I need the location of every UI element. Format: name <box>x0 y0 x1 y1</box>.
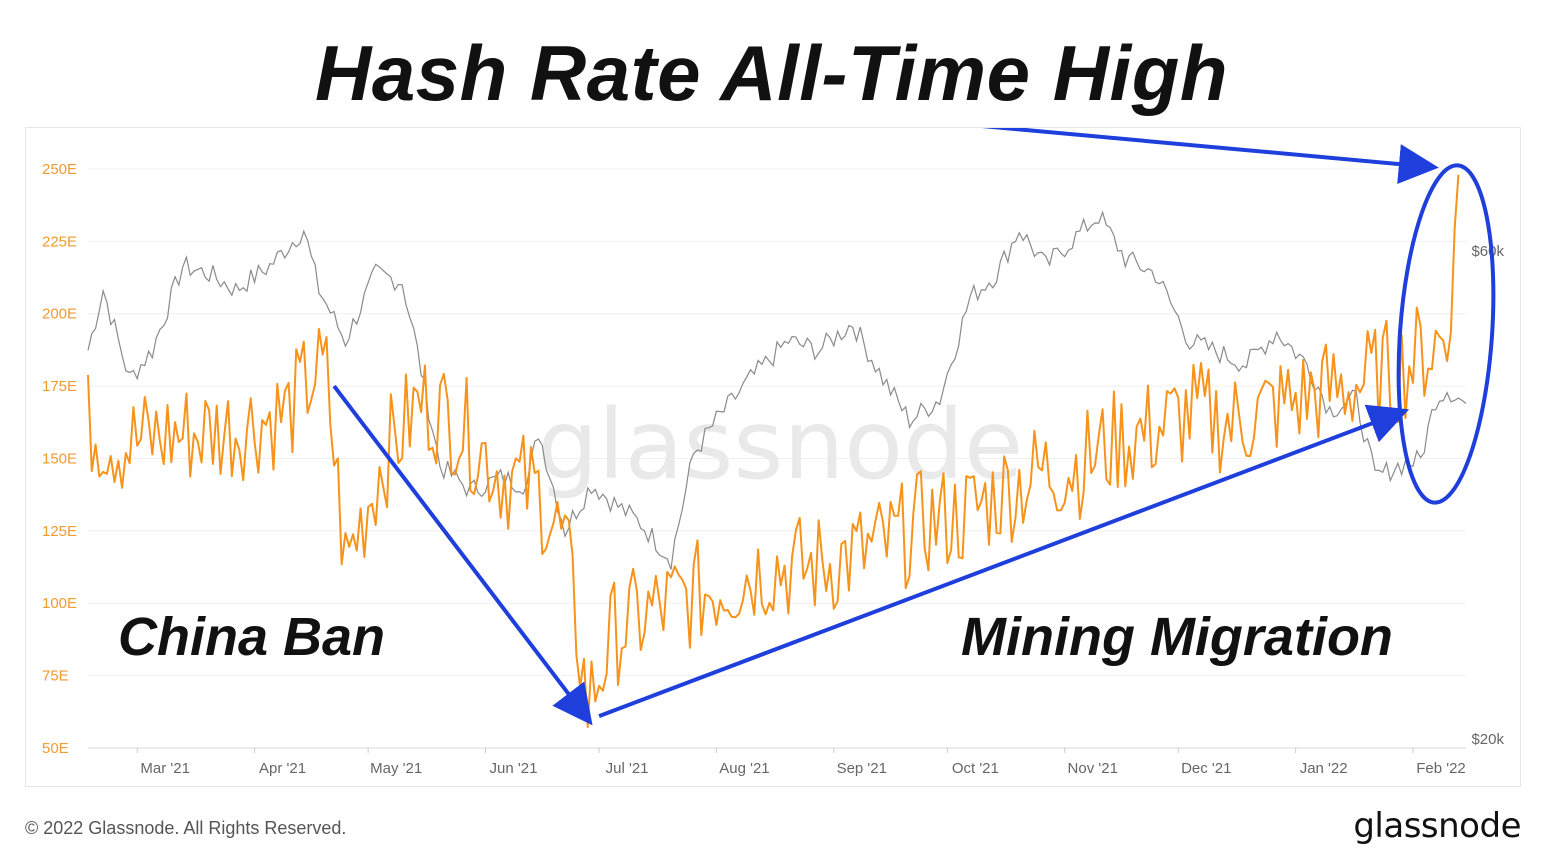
x-tick-label: May '21 <box>370 760 422 777</box>
copyright-text: © 2022 Glassnode. All Rights Reserved. <box>25 818 347 838</box>
y-left-tick-label: 250E <box>42 161 77 178</box>
series-layer <box>87 174 1467 729</box>
x-tick-label: Oct '21 <box>952 760 999 777</box>
y-left-tick-label: 175E <box>42 378 77 395</box>
china-ban-arrow <box>332 384 593 726</box>
annotation-layer: China Ban Mining Migration <box>118 128 1496 726</box>
y-right-tick-label: $20k <box>1471 731 1504 748</box>
y-left-tick-label: 200E <box>42 306 77 323</box>
all-time-high-arrow <box>981 128 1439 184</box>
price-series-line <box>87 210 1467 570</box>
hash-rate-series-line <box>87 174 1460 729</box>
y-left-tick-label: 50E <box>42 740 69 757</box>
x-tick-label: Mar '21 <box>140 760 190 777</box>
x-tick-label: Sep '21 <box>837 760 887 777</box>
y-right-tick-label: $60k <box>1471 243 1504 260</box>
grid-lines <box>88 168 1466 749</box>
mining-migration-arrow <box>598 404 1410 719</box>
x-tick-label: Apr '21 <box>259 760 306 777</box>
x-tick-label: Jun '21 <box>490 760 538 777</box>
y-axis-left: 50E 75E 100E 125E 150E 175E 200E 225E 250E <box>42 161 77 757</box>
x-tick-label: Nov '21 <box>1068 760 1118 777</box>
x-tick-label: Jan '22 <box>1300 760 1348 777</box>
y-left-tick-label: 150E <box>42 450 77 467</box>
headline: Hash Rate All-Time High <box>315 29 1228 117</box>
x-tick-label: Jul '21 <box>606 760 649 777</box>
china-ban-label: China Ban <box>118 607 385 667</box>
chart-panel: glassnode 50E 75E 100E 125E 150E 175E 200E 225E… <box>25 127 1521 787</box>
watermark-text: glassnode <box>537 389 1023 501</box>
y-left-tick-label: 225E <box>42 233 77 250</box>
all-time-high-ellipse <box>1396 163 1496 505</box>
mining-migration-label: Mining Migration <box>961 607 1393 667</box>
y-axis-right: $20k $60k <box>1471 243 1504 748</box>
x-tick-label: Feb '22 <box>1416 760 1466 777</box>
hash-rate-chart: glassnode 50E 75E 100E 125E 150E 175E 200E 225E… <box>42 128 1504 777</box>
x-tick-label: Dec '21 <box>1181 760 1231 777</box>
y-left-tick-label: 125E <box>42 523 77 540</box>
y-left-tick-label: 100E <box>42 595 77 612</box>
x-axis: Mar '21 Apr '21 May '21 Jun '21 Jul '21 Aug '… <box>136 748 1466 777</box>
x-tick-label: Aug '21 <box>719 760 769 777</box>
y-left-tick-label: 75E <box>42 668 69 685</box>
brand-logo-text: glassnode <box>1353 806 1521 846</box>
